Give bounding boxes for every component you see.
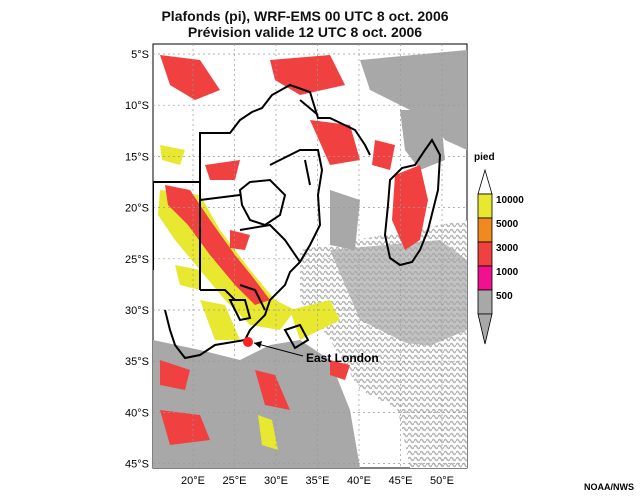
lat-label: 40°S	[125, 407, 149, 419]
lat-label: 30°S	[125, 305, 149, 317]
lat-label: 45°S	[125, 459, 149, 471]
map-title-line2: Prévision valide 12 UTC 8 oct. 2006	[187, 24, 423, 40]
annotation-arrow	[253, 342, 304, 357]
lon-label: 25°E	[223, 475, 247, 487]
lat-label: 25°S	[125, 254, 149, 266]
east-london-label: East London	[306, 351, 379, 365]
lat-label: 5°S	[131, 49, 149, 61]
lon-label: 35°E	[306, 475, 330, 487]
legend-top-arrow	[477, 168, 493, 195]
lon-label: 20°E	[181, 475, 205, 487]
lat-label: 15°S	[125, 151, 149, 163]
legend-level-label: 3000	[496, 243, 519, 254]
arrow-head	[254, 341, 262, 348]
legend-swatch	[477, 241, 493, 267]
legend-level-label: 10000	[496, 195, 524, 206]
lat-label: 20°S	[125, 203, 149, 215]
lon-label: 50°E	[430, 475, 454, 487]
legend-unit: pied	[474, 152, 495, 163]
credit-label: NOAA/NWS	[584, 482, 634, 492]
legend-swatch	[477, 265, 493, 291]
legend: 10000 5000 3000 1000 500	[477, 193, 524, 315]
lat-label: 35°S	[125, 356, 149, 368]
country-borders	[153, 83, 442, 360]
lon-label: 45°E	[389, 475, 413, 487]
legend-bottom-arrow	[477, 313, 493, 345]
graticule	[153, 44, 467, 468]
legend-level-label: 500	[496, 291, 513, 302]
map-title-line1: Plafonds (pi), WRF-EMS 00 UTC 8 oct. 200…	[161, 8, 449, 24]
legend-level-label: 1000	[496, 267, 519, 278]
legend-swatch	[477, 289, 493, 315]
lat-label: 10°S	[125, 100, 149, 112]
legend-level-label: 5000	[496, 219, 519, 230]
legend-swatch	[477, 217, 493, 243]
latitude-labels: 5°S 10°S 15°S 20°S 25°S 30°S 35°S 40°S 45°S	[125, 49, 149, 471]
lon-label: 40°E	[347, 475, 371, 487]
east-london-marker	[243, 337, 253, 347]
longitude-labels: 20°E 25°E 30°E 35°E 40°E 45°E 50°E	[181, 475, 454, 487]
legend-swatch	[477, 193, 493, 219]
lon-label: 30°E	[264, 475, 288, 487]
